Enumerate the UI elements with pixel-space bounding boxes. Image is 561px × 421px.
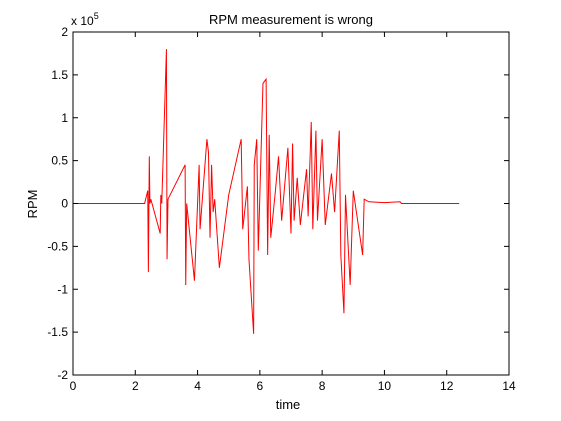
y-tick-label: 2 — [61, 25, 68, 39]
y-tick-label: 1 — [61, 111, 68, 125]
y-tick-label: -2 — [57, 368, 68, 382]
y-exponent-label: x 105 — [71, 11, 99, 28]
y-tick-label: -0.5 — [47, 239, 68, 253]
chart-title: RPM measurement is wrong — [209, 12, 373, 27]
ticks-layer: 0 2 4 6 8 10 12 14 -2 -1.5 -1 -0.5 0 0.5 1 1.5 2 — [47, 25, 516, 393]
series-line-0 — [73, 49, 460, 334]
axes-box — [72, 31, 510, 376]
x-tick-label: 4 — [194, 379, 201, 393]
y-tick-label: 0 — [61, 197, 68, 211]
x-axis-label: time — [276, 397, 301, 412]
x-tick-label: 6 — [257, 379, 264, 393]
y-tick-label: -1 — [57, 282, 68, 296]
x-tick-label: 10 — [378, 379, 392, 393]
x-tick-label: 14 — [502, 379, 516, 393]
y-tick-label: 0.5 — [51, 154, 68, 168]
y-tick-label: -1.5 — [47, 325, 68, 339]
x-tick-label: 0 — [70, 379, 77, 393]
series-layer — [73, 49, 460, 334]
x-tick-label: 2 — [132, 379, 139, 393]
y-axis-label: RPM — [25, 190, 40, 219]
x-tick-label: 12 — [440, 379, 454, 393]
y-tick-label: 1.5 — [51, 68, 68, 82]
x-tick-label: 8 — [319, 379, 326, 393]
y-exponent-base: x 10 — [71, 14, 94, 28]
y-exponent-power: 5 — [94, 11, 99, 21]
